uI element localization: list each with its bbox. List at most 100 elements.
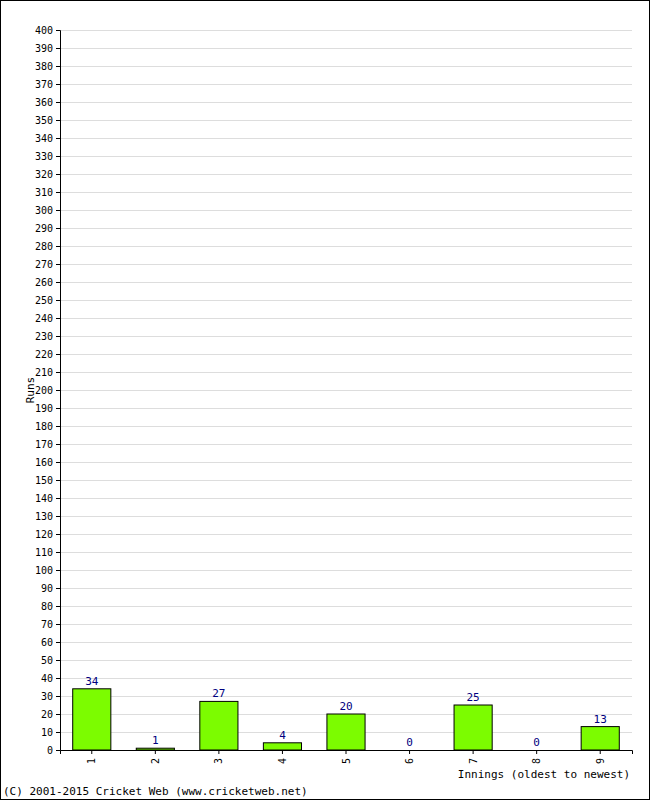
y-tick-label: 360 [35,97,53,108]
y-tick-mark [56,246,60,247]
y-tick-label: 390 [35,43,53,54]
y-tick-mark [56,48,60,49]
x-tick-mark [600,750,601,754]
x-tick: 3 [213,750,224,764]
x-tick: 5 [341,750,352,764]
y-tick-label: 350 [35,115,53,126]
y-tick-mark [56,750,60,751]
y-tick-label: 400 [35,25,53,36]
x-tick: 2 [150,750,161,764]
y-tick: 140 [35,493,60,504]
y-tick: 350 [35,115,60,126]
y-tick-label: 30 [41,691,53,702]
y-tick: 240 [35,313,60,324]
y-tick-mark [56,300,60,301]
y-tick-label: 180 [35,421,53,432]
y-tick-mark [56,426,60,427]
x-tick-label: 9 [595,758,606,764]
y-tick-label: 20 [41,709,53,720]
y-tick-mark [56,84,60,85]
bar [200,701,238,750]
grid-line [60,408,632,409]
y-tick-mark [56,192,60,193]
x-tick: 9 [595,750,606,764]
y-tick: 280 [35,241,60,252]
y-tick-mark [56,372,60,373]
bar [136,748,174,750]
y-tick-label: 270 [35,259,53,270]
y-tick-mark [56,606,60,607]
y-tick-mark [56,462,60,463]
y-tick: 50 [41,655,60,666]
y-tick-mark [56,210,60,211]
grid-line [60,444,632,445]
x-tick: 8 [531,750,542,764]
y-tick-label: 90 [41,583,53,594]
y-axis-title: Runs [24,377,37,404]
chart: 0102030405060708090100110120130140150160… [0,0,650,800]
data-label: 25 [466,691,479,704]
y-tick-label: 60 [41,637,53,648]
y-tick: 110 [35,547,60,558]
grid-line [60,66,632,67]
y-tick: 70 [41,619,60,630]
data-label: 0 [533,736,540,749]
y-tick-label: 120 [35,529,53,540]
grid-line [60,120,632,121]
y-tick-mark [56,408,60,409]
y-tick: 380 [35,61,60,72]
y-tick: 90 [41,583,60,594]
y-tick-label: 300 [35,205,53,216]
y-tick: 290 [35,223,60,234]
y-tick: 330 [35,151,60,162]
y-tick-label: 70 [41,619,53,630]
y-tick-mark [56,624,60,625]
y-tick: 100 [35,565,60,576]
x-tick-mark [346,750,347,754]
x-tick-label: 5 [341,758,352,764]
y-tick: 0 [47,745,60,756]
y-tick-mark [56,570,60,571]
y-tick-label: 240 [35,313,53,324]
y-tick-label: 290 [35,223,53,234]
data-label: 4 [279,729,286,742]
x-tick-label: 6 [404,758,415,764]
y-tick: 170 [35,439,60,450]
y-tick-mark [56,30,60,31]
grid-line [60,462,632,463]
grid-line [60,318,632,319]
grid-line [60,372,632,373]
y-axis-line [56,31,61,751]
y-tick-mark [56,156,60,157]
grid-line [60,570,632,571]
y-tick-mark [56,660,60,661]
x-tick-mark [218,750,219,754]
y-tick-label: 140 [35,493,53,504]
y-tick-mark [56,174,60,175]
y-tick-label: 200 [35,385,53,396]
bar [390,750,428,751]
x-tick-mark [282,750,283,754]
bar [73,689,111,750]
grid-line [60,678,632,679]
x-tick-mark [155,750,156,754]
bar [263,743,301,750]
y-tick-mark [56,552,60,553]
grid-line [60,336,632,337]
bar [454,705,492,750]
y-tick-label: 370 [35,79,53,90]
y-tick: 80 [41,601,60,612]
y-tick: 400 [35,25,60,36]
y-tick-mark [56,678,60,679]
grid-line [60,246,632,247]
data-label: 13 [594,713,607,726]
y-tick: 260 [35,277,60,288]
grid-line [60,624,632,625]
y-tick: 150 [35,475,60,486]
plot: 0102030405060708090100110120130140150160… [35,25,633,764]
y-tick-mark [56,282,60,283]
x-tick-label: 2 [150,758,161,764]
grid-line [60,174,632,175]
y-tick-label: 380 [35,61,53,72]
data-label: 27 [212,687,225,700]
